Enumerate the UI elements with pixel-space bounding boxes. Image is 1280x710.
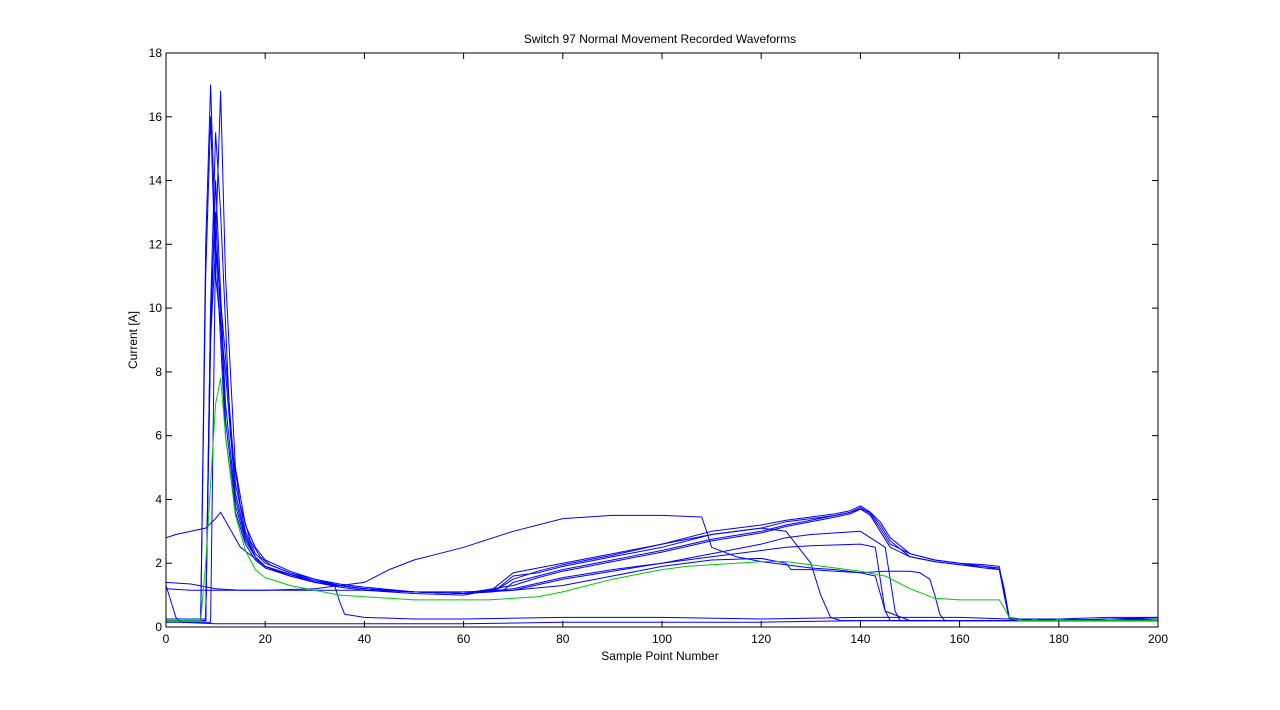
y-tick-label: 18	[149, 46, 163, 60]
series-line-10	[165, 557, 1158, 622]
y-tick-label: 0	[155, 620, 162, 634]
y-tick-label: 6	[155, 429, 162, 443]
x-tick-label: 200	[1148, 632, 1168, 646]
x-tick-label: 180	[1049, 632, 1069, 646]
series-line-2	[166, 116, 1159, 622]
y-tick-label: 2	[155, 556, 162, 570]
x-tick-label: 60	[457, 632, 471, 646]
y-tick-label: 12	[149, 237, 163, 251]
x-tick-label: 120	[751, 632, 771, 646]
chart-title: Switch 97 Normal Movement Recorded Wavef…	[524, 32, 796, 46]
series-line-9	[165, 514, 1158, 622]
y-tick-label: 4	[155, 492, 162, 506]
y-tick-label: 10	[149, 301, 163, 315]
y-axis-title: Current [A]	[126, 311, 140, 369]
series-line-4	[166, 90, 1159, 623]
series-line-8	[165, 511, 1158, 620]
series-line-5	[166, 180, 1158, 622]
series-line-12	[166, 377, 1158, 622]
x-tick-label: 100	[652, 632, 672, 646]
axes-box	[165, 52, 1159, 628]
x-axis: 0 20 40 60 80 100 120 140 160 180 200	[163, 53, 1168, 646]
series-line-7	[166, 243, 1158, 622]
x-axis-title: Sample Point Number	[601, 649, 718, 663]
y-tick-label: 14	[149, 174, 163, 188]
x-tick-label: 0	[163, 632, 170, 646]
x-tick-label: 80	[556, 632, 570, 646]
series-line-1	[166, 84, 1158, 622]
x-tick-label: 20	[259, 632, 273, 646]
x-tick-label: 160	[950, 632, 970, 646]
plot-area	[165, 84, 1159, 625]
series-line-6	[166, 211, 1158, 622]
y-tick-label: 16	[149, 110, 163, 124]
x-tick-label: 140	[850, 632, 870, 646]
x-tick-label: 40	[358, 632, 372, 646]
y-axis: 0 2 4 6 8 10 12 14 16 18	[149, 46, 1158, 634]
y-tick-label: 8	[155, 365, 162, 379]
